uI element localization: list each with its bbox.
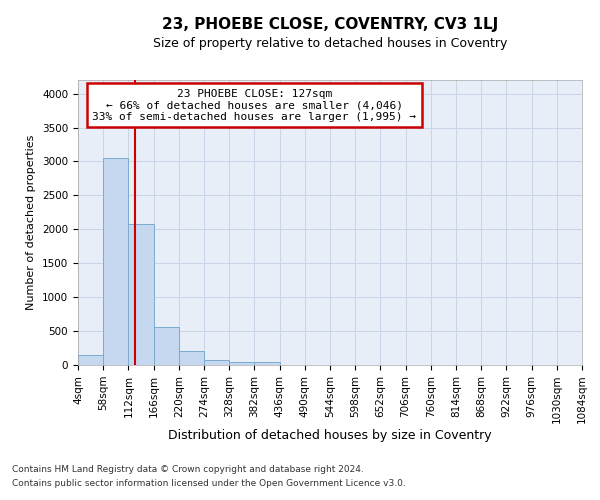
Text: 23 PHOEBE CLOSE: 127sqm
← 66% of detached houses are smaller (4,046)
33% of semi: 23 PHOEBE CLOSE: 127sqm ← 66% of detache…: [92, 88, 416, 122]
Bar: [204, 360, 229, 365]
Text: Size of property relative to detached houses in Coventry: Size of property relative to detached ho…: [153, 38, 507, 51]
Bar: [154, 327, 179, 365]
Bar: [103, 158, 128, 365]
Text: Contains public sector information licensed under the Open Government Licence v3: Contains public sector information licen…: [12, 479, 406, 488]
Text: Contains HM Land Registry data © Crown copyright and database right 2024.: Contains HM Land Registry data © Crown c…: [12, 466, 364, 474]
Bar: [179, 351, 204, 365]
Bar: [254, 362, 280, 365]
X-axis label: Distribution of detached houses by size in Coventry: Distribution of detached houses by size …: [168, 429, 492, 442]
Bar: [78, 355, 103, 365]
Y-axis label: Number of detached properties: Number of detached properties: [26, 135, 37, 310]
Text: 23, PHOEBE CLOSE, COVENTRY, CV3 1LJ: 23, PHOEBE CLOSE, COVENTRY, CV3 1LJ: [162, 18, 498, 32]
Bar: [128, 224, 154, 365]
Bar: [229, 362, 254, 365]
